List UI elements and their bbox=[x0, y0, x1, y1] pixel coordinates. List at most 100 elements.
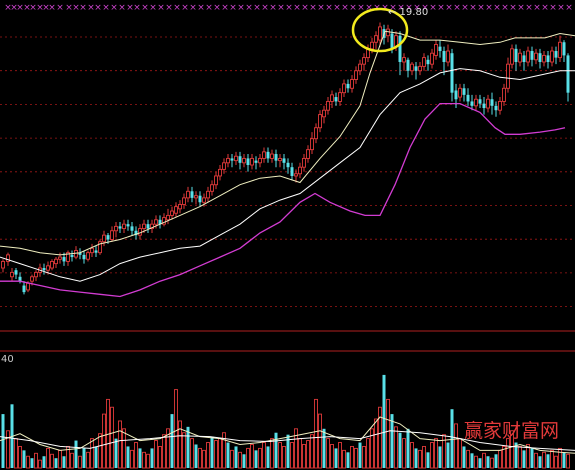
candle-body bbox=[302, 157, 306, 168]
candle-body bbox=[346, 83, 350, 89]
volume-bar bbox=[306, 440, 310, 469]
volume-bar bbox=[422, 445, 426, 469]
candle-body bbox=[98, 241, 102, 254]
candle-body bbox=[126, 224, 130, 227]
volume-bar bbox=[266, 446, 270, 468]
candle-body bbox=[22, 285, 26, 293]
volume-bar bbox=[146, 453, 150, 469]
volume-bar bbox=[326, 438, 330, 469]
candle-body bbox=[294, 173, 298, 177]
candle-body bbox=[534, 52, 538, 61]
volume-bar bbox=[318, 413, 322, 469]
candle-body bbox=[158, 219, 162, 225]
volume-bar bbox=[114, 438, 118, 468]
candle-body bbox=[378, 26, 382, 41]
candle-body bbox=[190, 191, 194, 198]
volume-bar bbox=[14, 438, 18, 469]
volume-bar bbox=[514, 442, 518, 468]
candle-body bbox=[238, 156, 242, 163]
candle-body bbox=[450, 53, 454, 93]
candle-body bbox=[10, 271, 14, 278]
volume-bar bbox=[94, 446, 98, 468]
candle-body bbox=[210, 184, 214, 192]
volume-bar bbox=[470, 453, 474, 468]
candle-body bbox=[362, 57, 366, 65]
volume-bar bbox=[298, 438, 302, 469]
candle-body bbox=[422, 57, 426, 67]
candle-body bbox=[566, 55, 570, 93]
candle-body bbox=[330, 94, 334, 102]
candle-body bbox=[90, 247, 94, 254]
candle-body bbox=[234, 155, 238, 162]
candle-body bbox=[526, 50, 530, 63]
volume-bar bbox=[418, 449, 422, 469]
event-marker: × bbox=[453, 3, 461, 13]
volume-bar bbox=[170, 414, 174, 468]
candle-body bbox=[138, 228, 142, 236]
candle-body bbox=[290, 167, 294, 176]
event-marker: × bbox=[509, 3, 517, 13]
candle-body bbox=[258, 157, 262, 164]
candle-body bbox=[70, 254, 74, 258]
volume-bar bbox=[458, 438, 462, 469]
volume-bar bbox=[6, 430, 10, 469]
candle-body bbox=[490, 99, 494, 106]
candle-body bbox=[402, 57, 406, 63]
volume-bar bbox=[562, 452, 566, 468]
event-marker: × bbox=[221, 3, 229, 13]
candle-body bbox=[110, 230, 114, 240]
volume-bar bbox=[346, 452, 350, 468]
event-marker: × bbox=[42, 3, 50, 13]
candle-body bbox=[106, 235, 110, 240]
candle-body bbox=[282, 158, 286, 163]
candle-body bbox=[434, 44, 438, 56]
candle-body bbox=[474, 98, 478, 107]
event-marker: × bbox=[189, 3, 197, 13]
event-marker: × bbox=[237, 3, 245, 13]
candle-body bbox=[50, 260, 54, 269]
candle-body bbox=[146, 224, 150, 229]
volume-bar bbox=[118, 420, 122, 469]
volume-bar bbox=[426, 452, 430, 468]
candle-body bbox=[150, 223, 154, 230]
volume-bar bbox=[122, 428, 126, 469]
event-marker: × bbox=[29, 3, 37, 13]
volume-bar bbox=[134, 442, 138, 469]
volume-bar bbox=[158, 445, 162, 469]
event-marker: × bbox=[397, 3, 405, 13]
volume-bar bbox=[450, 409, 454, 468]
volume-bar bbox=[410, 442, 414, 469]
candle-body bbox=[486, 98, 490, 109]
candle-body bbox=[66, 252, 70, 262]
volume-bar bbox=[314, 398, 318, 469]
volume-bar bbox=[182, 432, 186, 469]
candle-body bbox=[262, 151, 266, 159]
volume-bar bbox=[286, 434, 290, 468]
volume-bar bbox=[274, 432, 278, 468]
volume-bar bbox=[74, 440, 78, 468]
volume-bar bbox=[486, 456, 490, 468]
event-marker: × bbox=[79, 3, 87, 13]
candle-body bbox=[46, 265, 50, 271]
volume-bar bbox=[338, 442, 342, 469]
event-marker: × bbox=[87, 3, 95, 13]
volume-bar bbox=[154, 440, 158, 469]
event-marker: × bbox=[213, 3, 221, 13]
volume-bar bbox=[558, 447, 562, 469]
candle-body bbox=[182, 197, 186, 205]
event-marker: × bbox=[349, 3, 357, 13]
candle-body bbox=[54, 258, 58, 265]
volume-bar bbox=[406, 428, 410, 468]
volume-bar bbox=[462, 446, 466, 468]
volume-bar bbox=[42, 456, 46, 468]
volume-bar bbox=[190, 438, 194, 469]
volume-bar bbox=[262, 442, 266, 469]
event-markers: ××× ×× ××× × × × × × × × × × × × × × × × × × × × × × × × × × × × × × × × ×… bbox=[4, 3, 573, 13]
candle-body bbox=[94, 250, 98, 253]
candle-body bbox=[86, 252, 90, 260]
event-marker: × bbox=[485, 3, 493, 13]
candle-body bbox=[194, 195, 198, 199]
candle-body bbox=[358, 63, 362, 72]
volume-bar bbox=[162, 434, 166, 469]
volume-bar bbox=[1, 414, 5, 468]
